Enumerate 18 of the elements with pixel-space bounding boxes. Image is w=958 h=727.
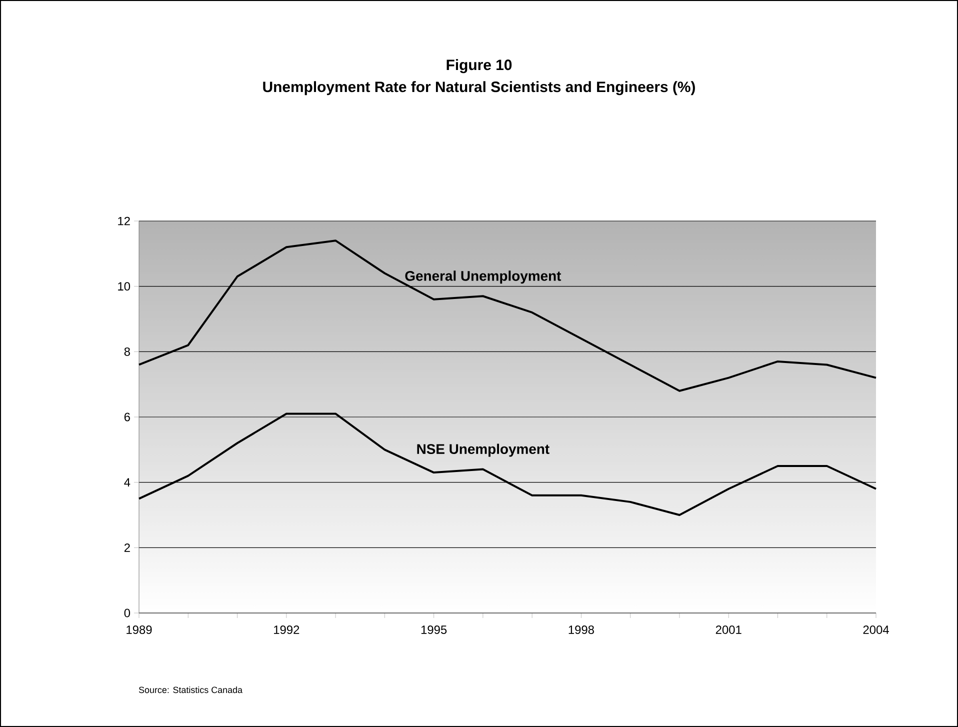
y-tick-label: 10 [118,282,130,291]
y-tick-label: 12 [118,216,130,226]
x-tick-label: 1998 [568,626,594,634]
series-label: General Unemployment [405,270,562,284]
series-label: NSE Unemployment [417,444,550,457]
y-tick-label: 2 [124,544,130,552]
source-note: Source: Statistics Canada [138,686,243,694]
x-tick-label: 1995 [421,626,447,634]
x-tick-label: 1992 [274,626,300,634]
y-tick-label: 6 [124,412,130,422]
x-tick-label: 2004 [863,626,889,634]
y-tick-label: 0 [124,608,130,618]
y-tick-label: 8 [124,347,130,356]
x-tick-label: 2001 [716,626,742,634]
chart-title: Figure 10 [446,59,512,74]
y-tick-label: 4 [124,478,130,486]
x-tick-label: 1989 [126,626,152,634]
chart-subtitle: Unemployment Rate for Natural Scientists and Engineers (%) [263,81,695,96]
